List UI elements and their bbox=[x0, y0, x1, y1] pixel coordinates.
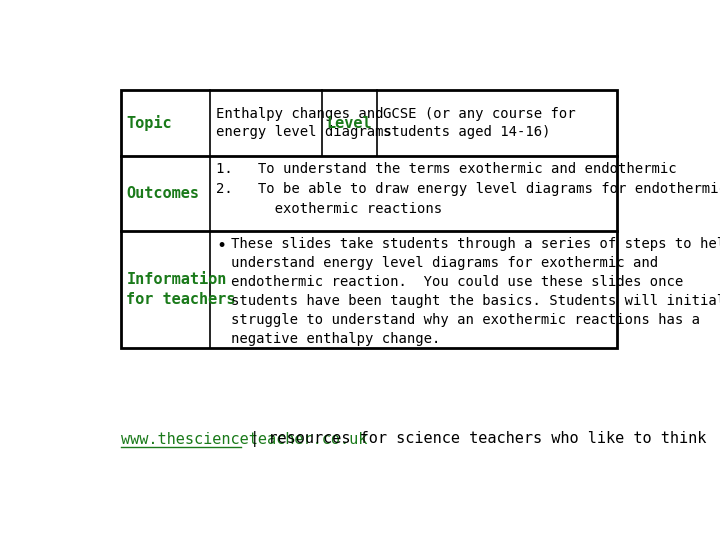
Text: Level: Level bbox=[327, 116, 372, 131]
Text: GCSE (or any course for
students aged 14-16): GCSE (or any course for students aged 14… bbox=[383, 107, 575, 139]
Text: Topic: Topic bbox=[126, 115, 172, 131]
Text: 1.   To understand the terms exothermic and endothermic
2.   To be able to draw : 1. To understand the terms exothermic an… bbox=[215, 161, 720, 216]
Text: www.thescienceteacher.co.uk: www.thescienceteacher.co.uk bbox=[121, 431, 367, 447]
Text: These slides take students through a series of steps to help
understand energy l: These slides take students through a ser… bbox=[231, 238, 720, 346]
Text: •: • bbox=[217, 238, 227, 255]
Text: Information
for teachers: Information for teachers bbox=[126, 272, 235, 307]
Text: Enthalpy changes and
energy level diagrams: Enthalpy changes and energy level diagra… bbox=[215, 107, 392, 139]
Bar bbox=[121, 90, 617, 348]
Text: | resources for science teachers who like to think: | resources for science teachers who lik… bbox=[240, 431, 706, 447]
Text: Outcomes: Outcomes bbox=[126, 186, 199, 201]
